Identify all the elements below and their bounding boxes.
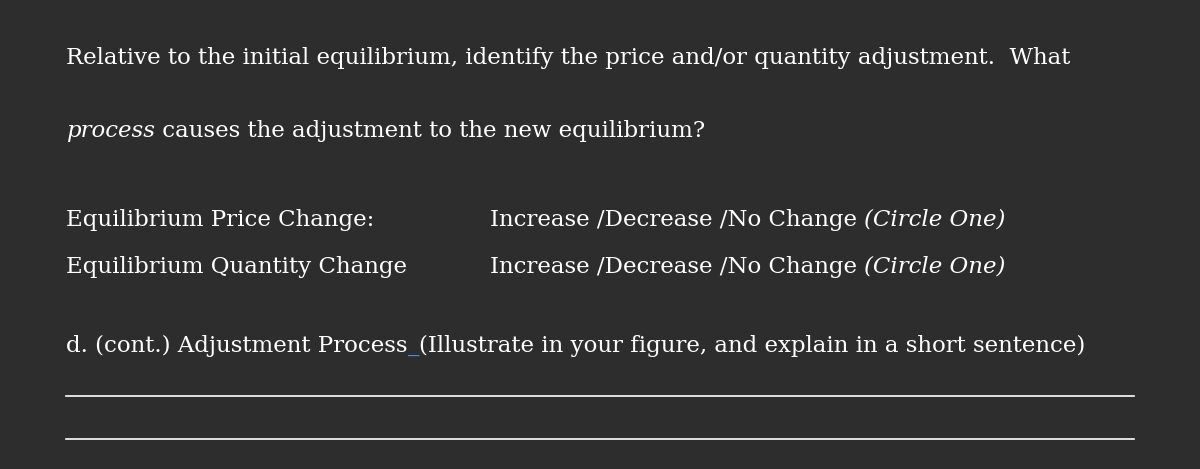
- Text: Equilibrium Price Change:: Equilibrium Price Change:: [66, 209, 374, 231]
- Text: d. (cont.) Adjustment Process: d. (cont.) Adjustment Process: [66, 335, 408, 357]
- Text: (Illustrate in your figure, and explain in a short sentence): (Illustrate in your figure, and explain …: [419, 335, 1085, 357]
- Text: _: _: [408, 335, 419, 357]
- Text: Equilibrium Quantity Change: Equilibrium Quantity Change: [66, 256, 407, 278]
- Text: (Circle One): (Circle One): [864, 209, 1006, 231]
- Text: causes the adjustment to the new equilibrium?: causes the adjustment to the new equilib…: [155, 120, 706, 142]
- Text: process: process: [66, 120, 155, 142]
- Text: Increase /Decrease /No Change: Increase /Decrease /No Change: [490, 209, 864, 231]
- Text: Relative to the initial equilibrium, identify the price and/or quantity adjustme: Relative to the initial equilibrium, ide…: [66, 47, 1070, 69]
- Text: (Circle One): (Circle One): [864, 256, 1006, 278]
- Text: Increase /Decrease /No Change: Increase /Decrease /No Change: [490, 256, 864, 278]
